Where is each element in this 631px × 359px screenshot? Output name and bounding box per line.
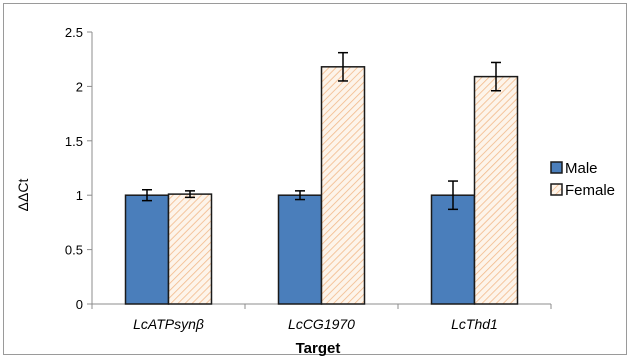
y-axis-title: ΔΔCt [15, 179, 31, 212]
legend-swatch-male [551, 162, 562, 173]
x-category-label: LcCG1970 [288, 316, 355, 332]
y-tick-label: 1 [76, 188, 83, 203]
x-axis-title: Target [296, 340, 341, 357]
x-category-label: LcATPsynβ [133, 316, 204, 332]
bar-female [169, 194, 212, 304]
y-tick-label: 2 [76, 79, 83, 94]
bar-male [126, 195, 169, 304]
legend-label-male: Male [565, 160, 598, 177]
bar-female [322, 67, 365, 304]
y-tick-label: 1.5 [65, 134, 83, 149]
legend-swatch-female [551, 184, 562, 195]
bar-male [432, 195, 475, 304]
bars [126, 53, 518, 304]
y-tick-label: 2.5 [65, 25, 83, 40]
y-tick-label: 0.5 [65, 243, 83, 258]
bar-male [279, 195, 322, 304]
bar-female [475, 77, 518, 304]
x-category-label: LcThd1 [451, 316, 498, 332]
legend: Male Female [551, 160, 615, 199]
legend-label-female: Female [565, 182, 615, 199]
y-tick-label: 0 [76, 297, 83, 312]
